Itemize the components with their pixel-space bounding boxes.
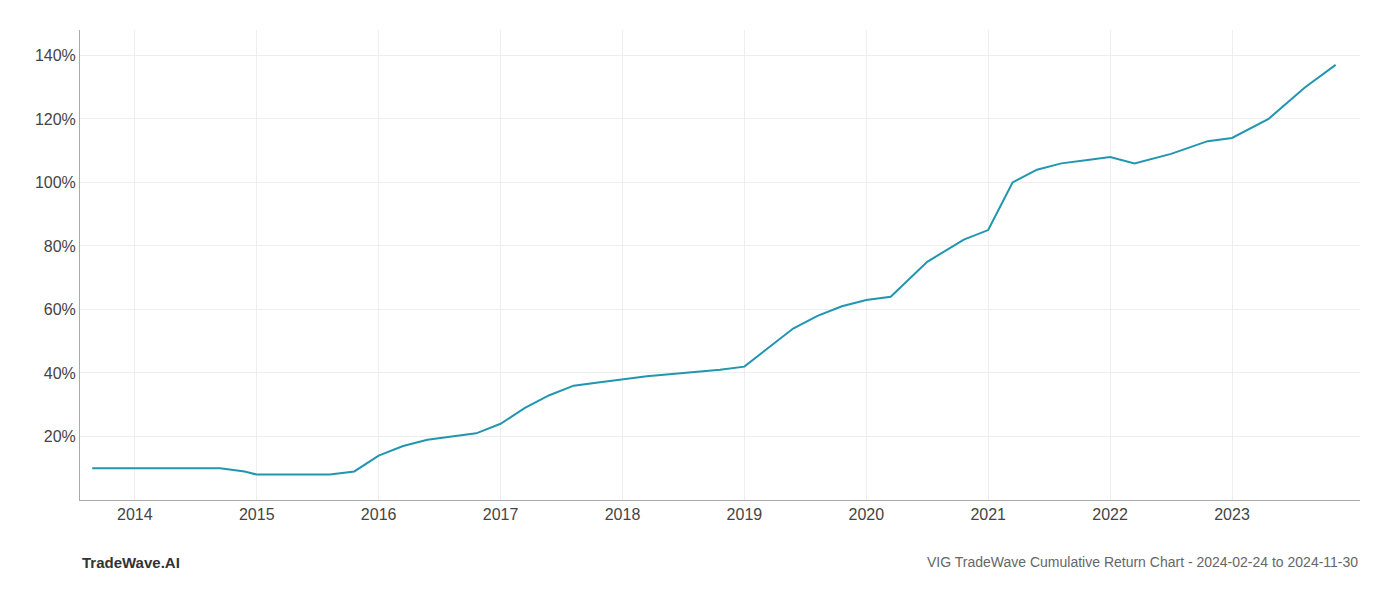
svg-text:VIG TradeWave Cumulative Retur: VIG TradeWave Cumulative Return Chart - … bbox=[927, 554, 1358, 570]
svg-text:2019: 2019 bbox=[727, 506, 763, 523]
svg-text:2014: 2014 bbox=[117, 506, 153, 523]
svg-text:140%: 140% bbox=[35, 47, 76, 64]
svg-text:2021: 2021 bbox=[970, 506, 1006, 523]
svg-text:2023: 2023 bbox=[1214, 506, 1250, 523]
svg-text:2017: 2017 bbox=[483, 506, 519, 523]
svg-text:TradeWave.AI: TradeWave.AI bbox=[82, 554, 180, 571]
svg-text:60%: 60% bbox=[44, 301, 76, 318]
svg-text:100%: 100% bbox=[35, 174, 76, 191]
svg-text:120%: 120% bbox=[35, 111, 76, 128]
svg-text:2022: 2022 bbox=[1092, 506, 1128, 523]
svg-text:40%: 40% bbox=[44, 365, 76, 382]
svg-text:2016: 2016 bbox=[361, 506, 397, 523]
svg-text:2015: 2015 bbox=[239, 506, 275, 523]
svg-text:2020: 2020 bbox=[848, 506, 884, 523]
svg-text:20%: 20% bbox=[44, 428, 76, 445]
svg-text:80%: 80% bbox=[44, 238, 76, 255]
svg-text:2018: 2018 bbox=[605, 506, 641, 523]
